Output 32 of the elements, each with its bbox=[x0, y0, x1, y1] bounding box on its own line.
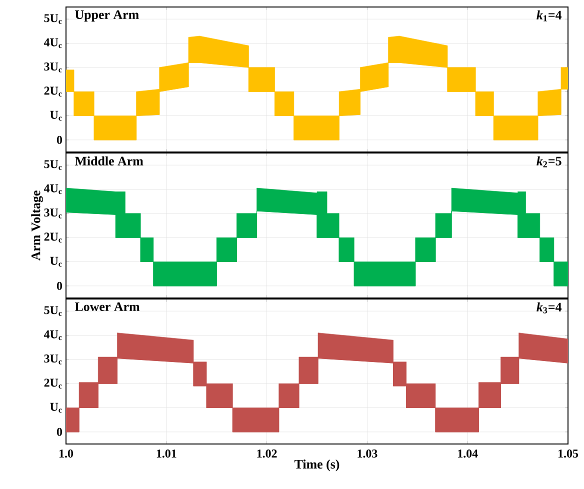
annotation: k$_{1}$=4 bbox=[536, 10, 562, 22]
y-tick-label: 4U$_{c}$ bbox=[44, 330, 62, 340]
x-tick-label: 1.02 bbox=[257, 450, 277, 458]
y-tick-label: 2U$_{c}$ bbox=[44, 86, 62, 96]
annotation: k$_{2}$=5 bbox=[536, 156, 562, 168]
x-tick-label: 1.0 bbox=[59, 450, 74, 458]
y-tick-label: 5U$_{c}$ bbox=[44, 160, 62, 170]
y-tick-label: 2U$_{c}$ bbox=[44, 378, 62, 388]
y-axis-title: Arm Voltage bbox=[31, 190, 43, 261]
x-tick-label: 1.04 bbox=[458, 450, 478, 458]
y-tick-label: 3U$_{c}$ bbox=[44, 62, 62, 72]
y-tick-label: U$_{c}$ bbox=[50, 110, 62, 121]
y-tick-label: 3U$_{c}$ bbox=[44, 208, 62, 218]
chart-title: Lower Arm bbox=[74, 302, 140, 312]
y-tick-label: 4U$_{c}$ bbox=[44, 38, 62, 48]
y-tick-label: 5U$_{c}$ bbox=[44, 14, 62, 24]
chart-title: Upper Arm bbox=[75, 10, 139, 22]
y-tick-label: 3U$_{c}$ bbox=[44, 354, 62, 364]
y-tick-label: U$_{c}$ bbox=[50, 256, 62, 267]
x-tick-label: 1.03 bbox=[358, 450, 378, 458]
annotation: k$_{3}$=4 bbox=[536, 302, 562, 314]
x-tick-label: 1.05 bbox=[558, 450, 578, 458]
y-tick-label: 0 bbox=[56, 282, 62, 290]
y-tick-label: U$_{c}$ bbox=[50, 402, 62, 413]
y-tick-label: 0 bbox=[56, 136, 62, 144]
chart-title: Middle Arm bbox=[74, 156, 144, 166]
x-axis-title: Time (s) bbox=[294, 460, 340, 472]
y-tick-label: 0 bbox=[56, 428, 62, 436]
y-tick-label: 2U$_{c}$ bbox=[44, 232, 62, 242]
y-tick-label: 4U$_{c}$ bbox=[44, 184, 62, 194]
x-tick-label: 1.01 bbox=[156, 450, 176, 458]
y-tick-label: 5U$_{c}$ bbox=[44, 306, 62, 316]
